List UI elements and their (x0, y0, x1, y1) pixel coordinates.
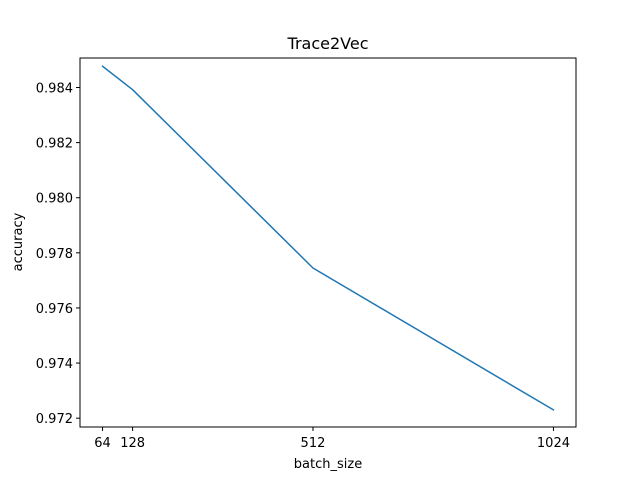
chart-title: Trace2Vec (287, 34, 369, 53)
x-tick-label: 128 (120, 436, 145, 451)
y-tick-label: 0.982 (36, 137, 73, 152)
y-tick-label: 0.984 (36, 81, 73, 96)
series-layer (102, 66, 553, 410)
x-tick-label: 512 (301, 436, 326, 451)
y-tick-label: 0.972 (36, 412, 73, 427)
x-tick-label: 64 (94, 436, 111, 451)
plot-frame (80, 58, 576, 427)
x-tick-label: 1024 (537, 436, 570, 451)
y-axis-ticks: 0.972 0.974 0.976 0.978 0.980 0.982 0.984 (36, 81, 80, 427)
x-axis-ticks: 64 128 512 1024 (94, 427, 570, 451)
plot-area (80, 58, 576, 427)
y-tick-label: 0.978 (36, 247, 73, 262)
y-tick-label: 0.976 (36, 302, 73, 317)
series-line (103, 66, 554, 410)
y-tick-label: 0.974 (36, 357, 73, 372)
y-axis-label: accuracy (11, 212, 26, 271)
y-tick-label: 0.980 (36, 192, 73, 207)
x-axis-label: batch_size (294, 457, 362, 472)
